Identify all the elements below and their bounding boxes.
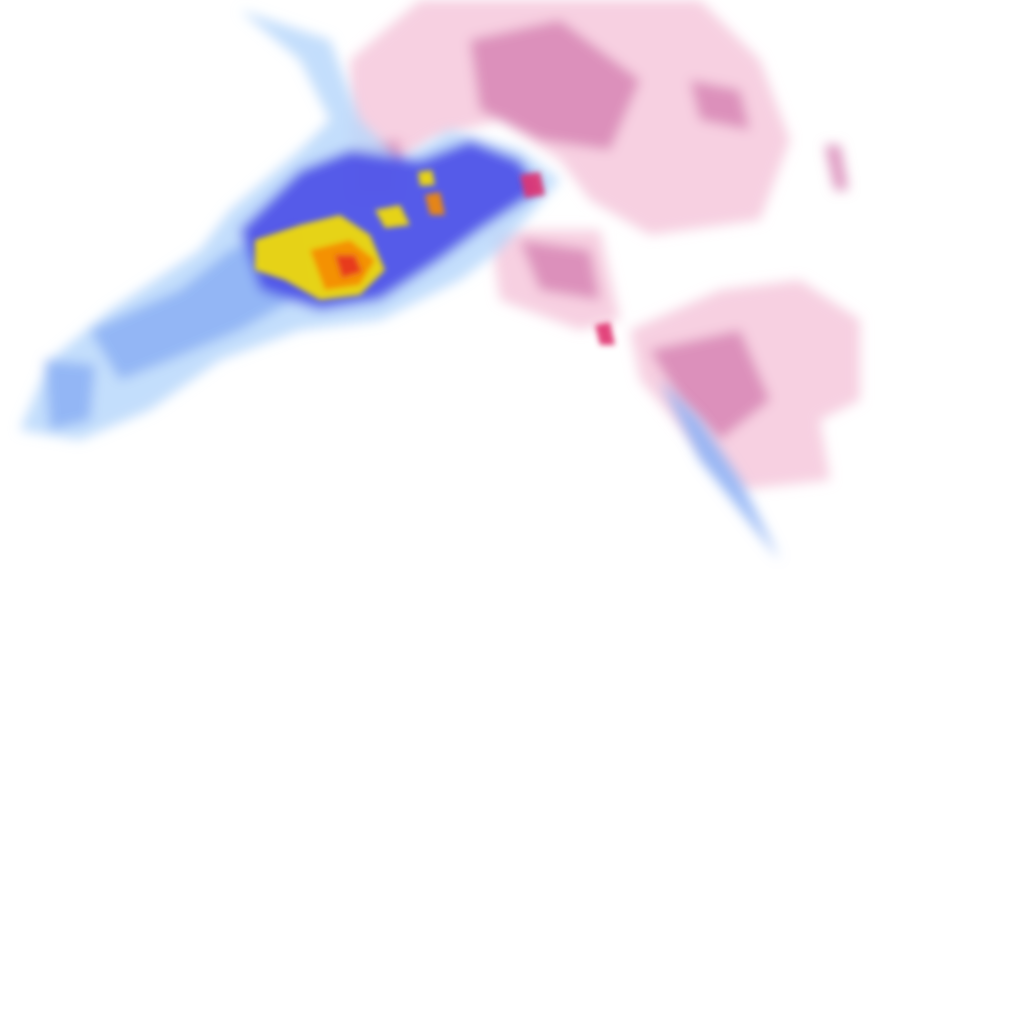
mix-heavy-cell-2 bbox=[595, 322, 615, 345]
rain-light-coast bbox=[660, 380, 780, 560]
rain-extreme-cell bbox=[335, 255, 362, 278]
rain-intense-cell-3 bbox=[418, 170, 435, 186]
intense-rain-layer bbox=[255, 170, 615, 345]
rain-very-intense-cell-2 bbox=[425, 192, 445, 215]
rain-intense-cell-2 bbox=[375, 205, 410, 228]
mix-area-northeast bbox=[690, 80, 750, 130]
mix-area-middle-core bbox=[520, 240, 600, 300]
mix-area-east-core bbox=[650, 330, 770, 440]
mix-area-north-core bbox=[470, 20, 640, 150]
mix-area-far-east bbox=[825, 145, 848, 190]
mix-heavy-cell bbox=[520, 172, 545, 198]
rain-moderate-west bbox=[45, 360, 95, 430]
